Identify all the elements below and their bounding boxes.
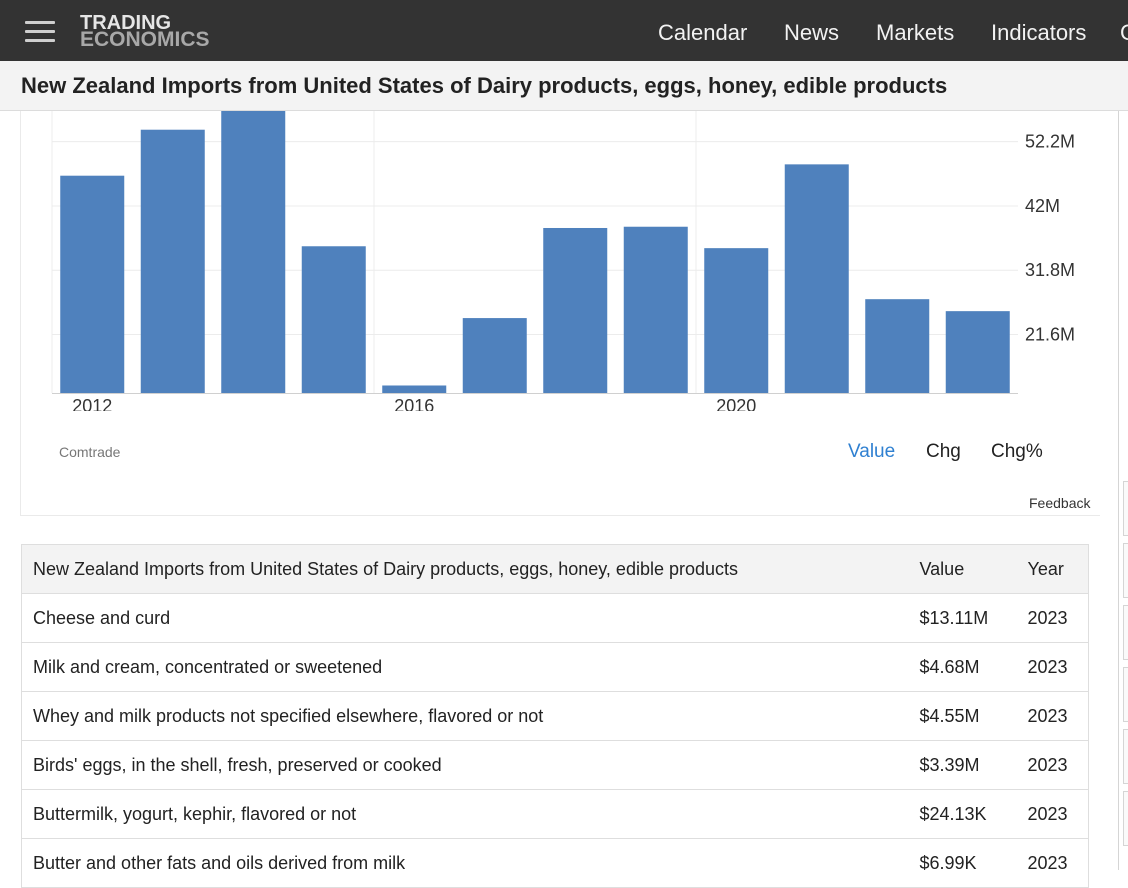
column-header-year: Year	[1016, 544, 1089, 594]
product-link[interactable]: Buttermilk, yogurt, kephir, flavored or …	[33, 803, 357, 824]
bar-2012	[60, 175, 125, 393]
row-year: 2023	[1016, 740, 1089, 790]
sidebar-tab[interactable]	[1123, 791, 1128, 846]
row-value: $3.39M	[908, 740, 1017, 790]
title-bar: New Zealand Imports from United States o…	[0, 61, 1128, 111]
nav-truncated-item[interactable]: C	[1120, 20, 1128, 45]
product-link[interactable]: Cheese and curd	[33, 607, 171, 628]
product-link[interactable]: Milk and cream, concentrated or sweetene…	[33, 656, 383, 677]
bar-2020	[704, 248, 769, 393]
right-sidebar-edge	[1118, 111, 1128, 870]
x-tick-label: 2020	[716, 396, 756, 411]
toggle-chg-percent[interactable]: Chg%	[991, 441, 1043, 462]
bar-2017	[462, 318, 527, 393]
y-tick-label: 31.8M	[1025, 260, 1075, 280]
table-row[interactable]: Milk and cream, concentrated or sweetene…	[21, 642, 1089, 692]
top-navbar: TRADING ECONOMICS Calendar News Markets …	[0, 0, 1128, 61]
page-title: New Zealand Imports from United States o…	[21, 73, 948, 98]
logo-line-2: ECONOMICS	[80, 28, 210, 51]
logo-line-1: TRADING	[80, 12, 172, 34]
feedback-link[interactable]: Feedback	[1029, 495, 1091, 511]
chart-source[interactable]: Comtrade	[59, 444, 121, 460]
bar-2021	[784, 164, 849, 393]
row-value: $24.13K	[908, 789, 1017, 839]
sidebar-tab[interactable]	[1123, 543, 1128, 598]
nav-calendar[interactable]: Calendar	[658, 20, 748, 45]
trading-economics-logo[interactable]: TRADING ECONOMICS	[80, 13, 210, 50]
product-link[interactable]: Birds' eggs, in the shell, fresh, preser…	[33, 754, 442, 775]
toggle-value[interactable]: Value	[848, 441, 896, 462]
row-product-name: Birds' eggs, in the shell, fresh, preser…	[21, 740, 909, 790]
hamburger-menu-icon[interactable]	[25, 18, 55, 44]
row-product-name: Whey and milk products not specified els…	[21, 691, 909, 741]
table-row[interactable]: Butter and other fats and oils derived f…	[21, 838, 1089, 888]
nav-indicators[interactable]: Indicators	[991, 20, 1087, 45]
bar-2013	[140, 129, 205, 393]
y-tick-label: 21.6M	[1025, 324, 1075, 344]
row-value: $6.99K	[908, 838, 1017, 888]
bar-2022	[865, 299, 930, 393]
product-link[interactable]: Butter and other fats and oils derived f…	[33, 852, 406, 873]
sidebar-tab[interactable]	[1123, 667, 1128, 722]
nav-markets[interactable]: Markets	[876, 20, 955, 45]
toggle-chg[interactable]: Chg	[926, 441, 961, 462]
row-year: 2023	[1016, 593, 1089, 643]
sidebar-tab[interactable]	[1123, 605, 1128, 660]
row-value: $4.68M	[908, 642, 1017, 692]
y-tick-label: 42M	[1025, 196, 1060, 216]
row-value: $13.11M	[908, 593, 1017, 643]
table-row[interactable]: Cheese and curd $13.11M 2023	[21, 593, 1089, 643]
table-row[interactable]: Birds' eggs, in the shell, fresh, preser…	[21, 740, 1089, 790]
row-year: 2023	[1016, 838, 1089, 888]
product-link[interactable]: Whey and milk products not specified els…	[33, 705, 544, 726]
table-row[interactable]: Whey and milk products not specified els…	[21, 691, 1089, 741]
row-product-name: Butter and other fats and oils derived f…	[21, 838, 909, 888]
table-row[interactable]: Buttermilk, yogurt, kephir, flavored or …	[21, 789, 1089, 839]
row-year: 2023	[1016, 789, 1089, 839]
row-product-name: Milk and cream, concentrated or sweetene…	[21, 642, 909, 692]
row-product-name: Buttermilk, yogurt, kephir, flavored or …	[21, 789, 909, 839]
nav-news[interactable]: News	[784, 20, 840, 45]
row-year: 2023	[1016, 691, 1089, 741]
chart-panel	[20, 111, 1100, 516]
table-header-row: New Zealand Imports from United States o…	[21, 544, 1089, 594]
row-year: 2023	[1016, 642, 1089, 692]
bar-2023	[945, 311, 1010, 393]
x-tick-label: 2012	[72, 396, 112, 411]
bar-2014	[221, 111, 286, 393]
x-tick-label: 2016	[394, 396, 434, 411]
row-product-name: Cheese and curd	[21, 593, 909, 643]
column-header-value: Value	[908, 544, 1017, 594]
imports-bar-chart: 52.2M 42M 31.8M 21.6M 2012 2016 2020	[51, 111, 1075, 411]
row-value: $4.55M	[908, 691, 1017, 741]
column-header-product: New Zealand Imports from United States o…	[21, 544, 909, 594]
bar-2018	[543, 227, 608, 393]
y-tick-label: 52.2M	[1025, 132, 1075, 152]
bar-2016	[382, 385, 447, 393]
imports-table: New Zealand Imports from United States o…	[21, 544, 1089, 888]
bar-2015	[301, 246, 366, 393]
sidebar-tab[interactable]	[1123, 729, 1128, 784]
bar-2019	[623, 226, 688, 393]
sidebar-tab[interactable]	[1123, 481, 1128, 536]
